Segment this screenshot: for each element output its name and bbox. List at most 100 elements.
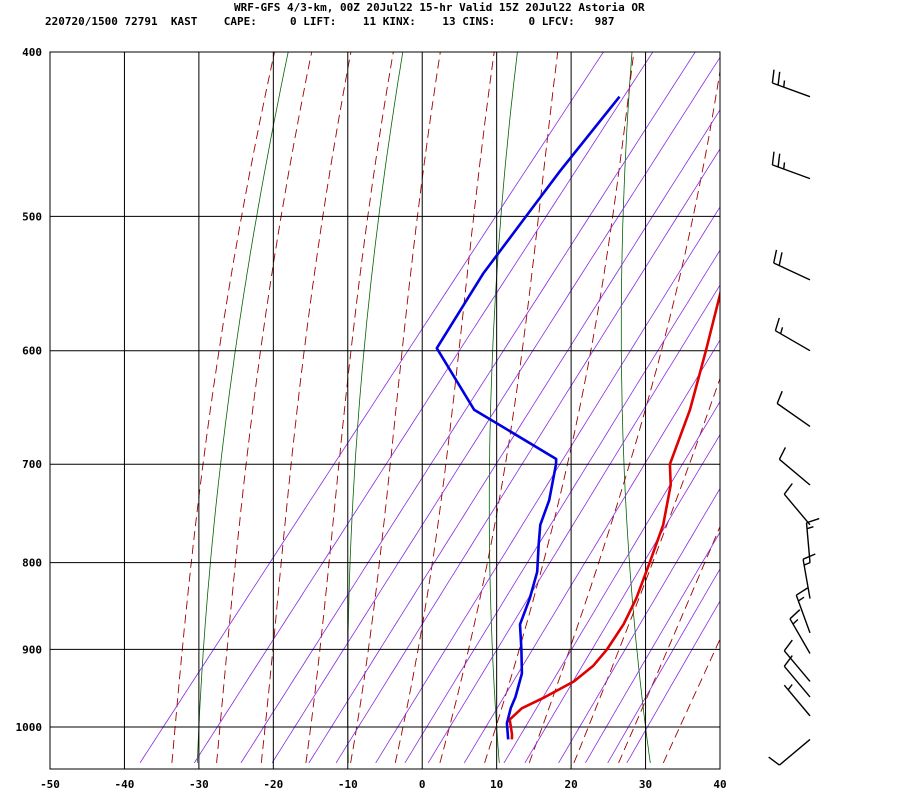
mixing-ratio-line: [308, 109, 720, 764]
wind-barb: [802, 553, 816, 599]
moist-adiabat-line: [618, 525, 720, 764]
wind-barb-flag: [777, 71, 781, 86]
wind-barb-staff: [795, 594, 811, 634]
wind-barb-flag: [783, 639, 793, 652]
wind-barb-flag: [795, 587, 808, 596]
wind-barb: [771, 151, 811, 180]
sounding-profiles: [435, 95, 720, 740]
wind-barb-staff: [772, 82, 811, 98]
dry-adiabat-line: [861, 43, 900, 763]
x-tick-label: 40: [713, 778, 726, 791]
wind-barb-staff: [783, 493, 811, 526]
moist-adiabat-line: [528, 68, 720, 764]
wind-barb-staff: [783, 684, 811, 717]
wind-barb: [795, 587, 811, 634]
wind-barb: [776, 390, 811, 428]
y-axis-ticks: 400 500 600 700 800 900 1000: [16, 46, 43, 734]
y-tick-label: 900: [22, 643, 42, 656]
wind-barb-flag: [783, 483, 793, 495]
wind-barb-flag: [774, 317, 780, 331]
wind-barb-staff: [783, 665, 811, 698]
moist-adiabat-line: [662, 638, 720, 764]
wind-barb-flag: [771, 151, 775, 165]
mixing-ratio-line: [193, 52, 654, 764]
reference-lines: [139, 43, 900, 764]
wind-barb-flag: [778, 252, 783, 266]
wind-barb-half-flag: [803, 561, 811, 566]
moist-adiabat-line: [439, 52, 559, 764]
wind-barb-staff: [773, 262, 811, 281]
wind-barb-flag: [778, 447, 787, 460]
wind-barb-half-flag: [779, 327, 784, 334]
y-tick-label: 600: [22, 345, 42, 358]
wind-barb-flag: [776, 390, 783, 404]
wind-barb-half-flag: [783, 162, 786, 170]
x-tick-label: 0: [419, 778, 426, 791]
wind-barb-half-flag: [787, 684, 793, 691]
wind-barb-flag: [768, 756, 780, 766]
x-tick-label: -50: [40, 778, 60, 791]
moist-adiabat-line: [484, 52, 635, 764]
y-tick-label: 400: [22, 46, 42, 59]
y-tick-label: 800: [22, 557, 42, 570]
x-tick-label: -10: [338, 778, 358, 791]
plot-frame: [49, 51, 721, 770]
wind-barb-half-flag: [783, 80, 786, 88]
wind-barb: [768, 738, 811, 766]
wind-barbs: [768, 69, 820, 766]
wind-barb-staff: [778, 458, 811, 486]
wind-barb-flag: [783, 655, 793, 667]
wind-barb-flag: [777, 153, 781, 168]
wind-barb: [783, 639, 811, 682]
x-axis-ticks: -50 -40 -30 -20 -10 0 10 20 30 40: [40, 778, 727, 791]
dewpoint-profile-line: [435, 95, 621, 740]
moist-adiabat-line: [171, 52, 275, 763]
moist-adiabat-line: [216, 52, 313, 763]
mixing-ratio-line: [335, 148, 720, 764]
x-tick-label: 10: [490, 778, 503, 791]
wind-barb: [778, 447, 811, 486]
wind-barb: [805, 517, 820, 563]
x-tick-label: -40: [115, 778, 135, 791]
x-tick-label: -20: [263, 778, 283, 791]
wind-barb: [783, 655, 811, 698]
y-tick-label: 500: [22, 210, 42, 223]
x-tick-label: -30: [189, 778, 209, 791]
moist-adiabat-line: [573, 376, 720, 764]
mixing-ratio-line: [240, 52, 696, 764]
temperature-profile-line: [508, 289, 720, 740]
moist-adiabat-line: [260, 52, 352, 763]
wind-barb: [783, 684, 811, 717]
wind-barb-half-flag: [798, 596, 805, 602]
mixing-ratio-line: [463, 339, 720, 764]
mixing-ratio-line: [404, 249, 720, 764]
wind-barb-staff: [772, 164, 811, 180]
chart-header: WRF-GFS 4/3-km, 00Z 20Jul22 15-hr Valid …: [0, 0, 900, 34]
wind-barb-staff: [778, 738, 811, 766]
wind-barb-half-flag: [806, 526, 814, 530]
mixing-ratio-line: [558, 487, 720, 764]
wind-barb-flag: [771, 69, 775, 84]
dry-adiabat-line: [745, 43, 802, 763]
mixing-ratio-line: [503, 400, 720, 764]
wind-barb: [771, 69, 811, 98]
mixing-ratio-line: [607, 568, 720, 764]
dry-adiabat-line: [488, 52, 518, 763]
wind-barb-flag: [789, 609, 801, 620]
wind-barb: [789, 609, 811, 654]
mixing-ratio-line: [375, 206, 720, 764]
wind-barb-staff: [802, 559, 811, 599]
mixing-ratio-line: [585, 531, 720, 764]
chart-title: WRF-GFS 4/3-km, 00Z 20Jul22 15-hr Valid …: [234, 1, 645, 14]
wind-barb-staff: [783, 650, 811, 682]
grid: [50, 52, 720, 769]
mixing-ratio-line: [626, 600, 720, 764]
wind-barb: [783, 483, 811, 526]
moist-adiabat-line: [394, 52, 495, 763]
wind-barb: [774, 317, 811, 352]
y-tick-label: 700: [22, 458, 42, 471]
mixing-ratio-line: [139, 52, 604, 764]
wind-barb-half-flag: [792, 618, 799, 625]
mixing-ratio-line: [271, 56, 720, 764]
